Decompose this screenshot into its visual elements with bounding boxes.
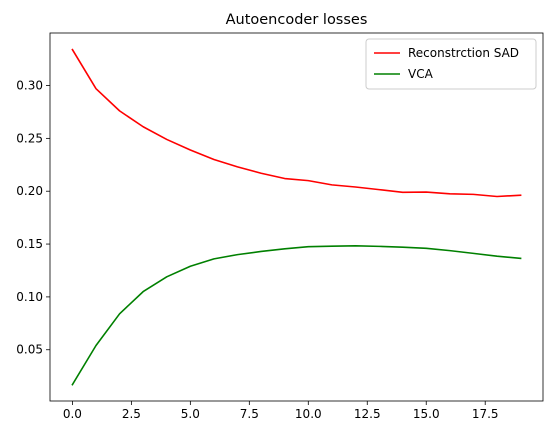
x-tick-label: 10.0 [295,407,322,421]
x-tick-label: 17.5 [472,407,499,421]
y-tick-label: 0.15 [16,237,43,251]
x-tick-label: 7.5 [240,407,259,421]
y-tick-label: 0.20 [16,184,43,198]
legend-box [365,38,537,90]
axes-frame [49,32,544,402]
x-tick-label: 5.0 [181,407,200,421]
legend-label: VCA [408,67,434,81]
legend-label: Reconstrction SAD [408,46,519,60]
y-tick-label: 0.05 [16,343,43,357]
plot-area [71,48,522,386]
legend: Reconstrction SAD VCA [365,38,537,90]
x-tick-label: 12.5 [354,407,381,421]
chart-title: Autoencoder losses [226,12,368,28]
x-tick-label: 0.0 [63,407,82,421]
y-tick-label: 0.30 [16,79,43,93]
x-tick-label: 15.0 [413,407,440,421]
y-axis: 0.05 0.10 0.15 0.20 0.25 0.30 [16,79,50,357]
x-axis: 0.0 2.5 5.0 7.5 10.0 12.5 15.0 17.5 [63,401,499,421]
series-line-vca [71,245,522,386]
y-tick-label: 0.25 [16,131,43,145]
x-tick-label: 2.5 [122,407,141,421]
y-tick-label: 0.10 [16,290,43,304]
series-line-reconstruction-sad [71,48,522,198]
